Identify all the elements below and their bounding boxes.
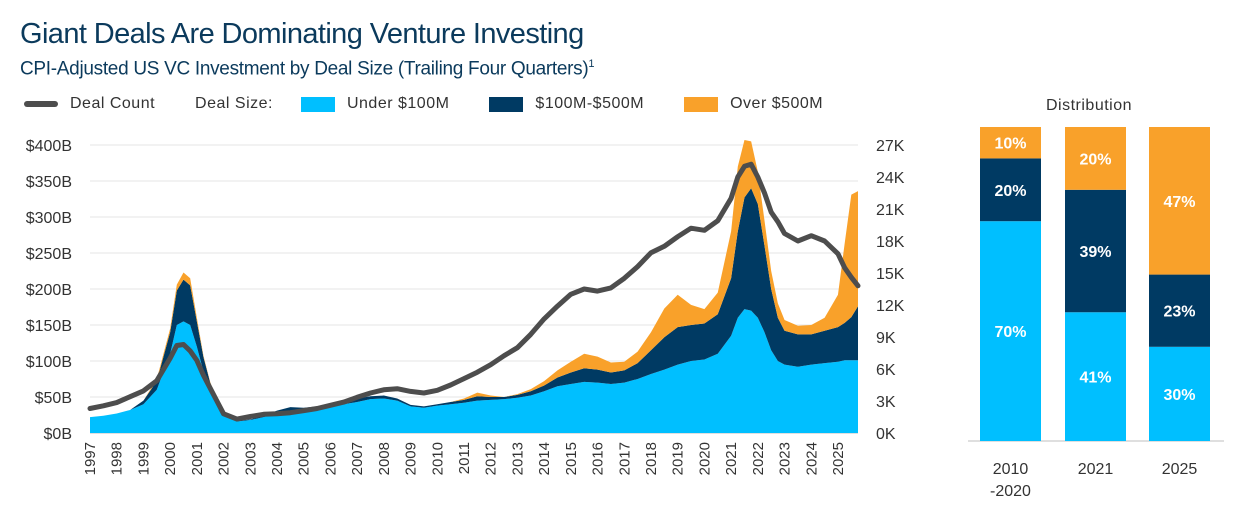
- legend-swatch-under-100m: [300, 96, 335, 112]
- y-tick-label: $100B: [26, 354, 72, 371]
- x-tick-label: 2002: [216, 442, 233, 475]
- y-right-tick-label: 6K: [876, 362, 896, 379]
- bar-segment-100m-500m: [1149, 274, 1210, 347]
- legend-item-mid: $100M-$500M: [489, 95, 644, 113]
- legend-label-mid: $100M-$500M: [535, 95, 645, 112]
- y-tick-label: $250B: [26, 246, 72, 263]
- bar-data-label: 70%: [994, 324, 1026, 341]
- category-label: 2025: [1162, 461, 1198, 478]
- x-tick-label: 2005: [296, 442, 313, 475]
- legend-item-deal-count: Deal Count: [24, 95, 155, 113]
- bar-segment-under-100m: [1149, 346, 1210, 441]
- x-tick-label: 2004: [269, 442, 286, 475]
- footnote-marker: 1: [588, 58, 595, 70]
- line-series-deal-count: [87, 161, 861, 422]
- x-tick-label: 2009: [403, 442, 420, 475]
- category-label: -2020: [990, 483, 1031, 500]
- x-tick-label: 2022: [750, 442, 767, 475]
- x-tick-label: 2018: [643, 442, 660, 475]
- x-tick-label: 2003: [242, 442, 259, 475]
- y-right-tick-label: 0K: [876, 426, 896, 443]
- legend-label-deal-count: Deal Count: [70, 95, 156, 112]
- legend-item-under-100m: Under $100M: [300, 95, 450, 113]
- chart-subtitle: CPI-Adjusted US VC Investment by Deal Si…: [20, 58, 595, 80]
- legend-label-under-100m: Under $100M: [346, 95, 450, 112]
- bar-segment-over-500m: [980, 127, 1041, 159]
- x-tick-label: 2019: [670, 442, 687, 475]
- legend-swatch-mid: [489, 96, 524, 112]
- x-tick-label: 2008: [376, 442, 393, 475]
- bar-segment-100m-500m: [1065, 189, 1126, 313]
- bar-data-label: 30%: [1163, 387, 1195, 404]
- bar-segment-over-500m: [1149, 127, 1210, 275]
- x-tick-label: 2024: [803, 442, 820, 475]
- legend-line-swatch: [24, 101, 58, 107]
- legend-swatch-over-500m: [684, 96, 719, 112]
- legend: Deal Count Deal Size: Under $100M $100M-…: [24, 93, 863, 115]
- x-tick-label: 2007: [349, 442, 366, 475]
- y-tick-label: $50B: [35, 390, 72, 407]
- x-tick-label: 2011: [456, 442, 473, 474]
- x-tick-label: 1998: [109, 442, 126, 475]
- y-right-tick-label: 18K: [876, 234, 905, 251]
- bar-data-label: 47%: [1163, 194, 1195, 211]
- y-tick-label: $200B: [26, 282, 72, 299]
- bar-data-label: 39%: [1079, 244, 1111, 261]
- area-series-under-100m: [90, 309, 858, 433]
- legend-item-over-500m: Over $500M: [684, 95, 823, 113]
- y-right-tick-label: 24K: [876, 170, 905, 187]
- category-label: 2021: [1078, 461, 1114, 478]
- y-right-tick-label: 12K: [876, 298, 905, 315]
- bar-segment-over-500m: [1065, 127, 1126, 190]
- bar-data-label: 23%: [1163, 304, 1195, 321]
- x-tick-label: 2014: [536, 442, 553, 475]
- bar-data-label: 10%: [994, 136, 1026, 153]
- bar-segment-100m-500m: [980, 158, 1041, 222]
- bar-data-label: 20%: [1079, 151, 1111, 168]
- chart-title: Giant Deals Are Dominating Venture Inves…: [20, 18, 584, 50]
- bar-data-label: 41%: [1079, 370, 1111, 387]
- x-tick-label: 2016: [590, 442, 607, 475]
- subtitle-text: CPI-Adjusted US VC Investment by Deal Si…: [20, 58, 589, 80]
- y-right-tick-label: 15K: [876, 266, 905, 283]
- y-right-tick-label: 21K: [876, 202, 905, 219]
- x-tick-label: 2006: [322, 442, 339, 475]
- y-tick-label: $400B: [26, 138, 72, 155]
- x-tick-label: 1999: [135, 442, 152, 475]
- y-tick-label: $350B: [26, 174, 72, 191]
- y-tick-label: $150B: [26, 318, 72, 335]
- distribution-title: Distribution: [1046, 97, 1132, 114]
- y-tick-label: $0B: [44, 426, 72, 443]
- category-label: 2010: [993, 461, 1029, 478]
- x-tick-label: 2020: [696, 442, 713, 475]
- bar-segment-under-100m: [980, 221, 1041, 441]
- x-tick-label: 2017: [616, 442, 633, 475]
- x-tick-label: 2001: [189, 442, 206, 475]
- x-tick-label: 2000: [162, 442, 179, 475]
- bar-data-label: 20%: [994, 183, 1026, 200]
- x-tick-label: 2021: [723, 442, 740, 475]
- area-series-100m-500m: [90, 188, 858, 422]
- x-tick-label: 2015: [563, 442, 580, 475]
- x-tick-label: 2025: [830, 442, 847, 475]
- y-right-tick-label: 9K: [876, 330, 896, 347]
- y-right-tick-label: 27K: [876, 138, 905, 155]
- y-right-tick-label: 3K: [876, 394, 896, 411]
- bar-segment-under-100m: [1065, 312, 1126, 441]
- x-tick-label: 1997: [82, 442, 99, 475]
- x-tick-label: 2023: [777, 442, 794, 475]
- legend-label-over-500m: Over $500M: [730, 95, 824, 112]
- x-tick-label: 2013: [509, 442, 526, 475]
- legend-deal-size-title: Deal Size:: [195, 95, 273, 112]
- y-tick-label: $300B: [26, 210, 72, 227]
- x-tick-label: 2010: [429, 442, 446, 475]
- x-tick-label: 2012: [483, 442, 500, 475]
